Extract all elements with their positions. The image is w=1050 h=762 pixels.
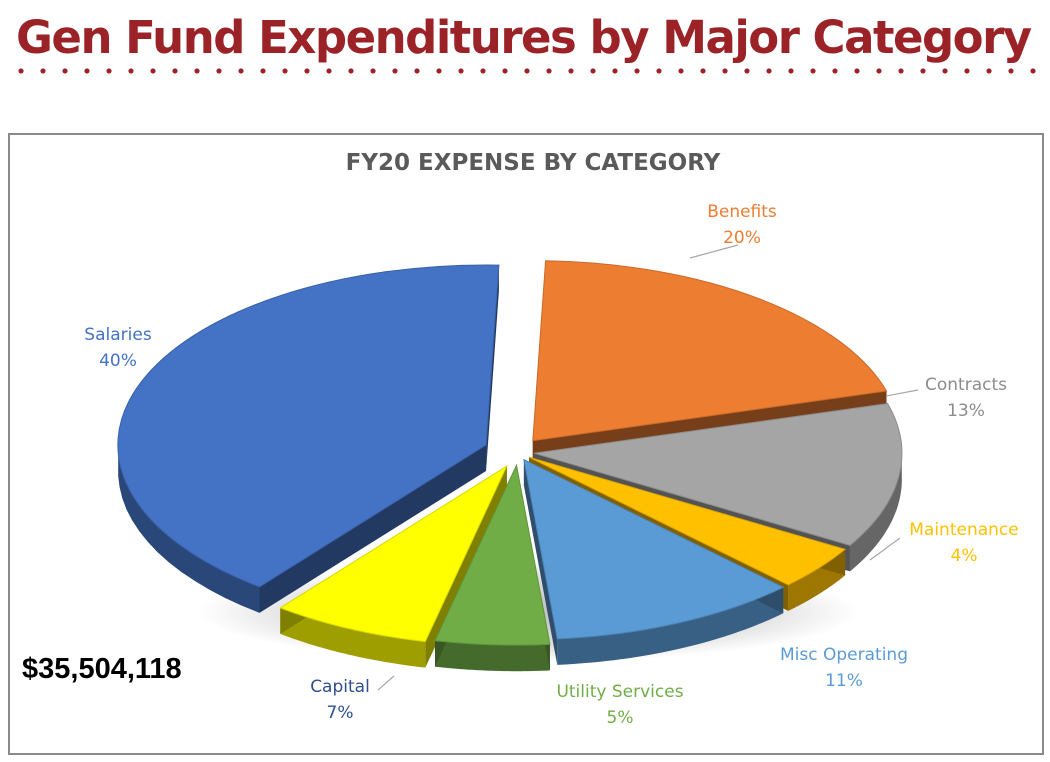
pie-side-utility-services: [435, 640, 550, 672]
slice-value-utility-services: 5%: [607, 708, 634, 728]
slice-value-salaries: 40%: [99, 351, 137, 371]
slice-value-maintenance: 4%: [951, 546, 978, 566]
pie-wall-salaries-0: [259, 445, 487, 613]
slice-value-benefits: 20%: [723, 228, 761, 248]
slice-label-maintenance: Maintenance: [909, 520, 1018, 540]
pie-slice-contracts: [533, 403, 903, 546]
slice-label-benefits: Benefits: [707, 202, 777, 222]
slice-label-contracts: Contracts: [925, 375, 1007, 395]
pie-slice-salaries: [117, 264, 500, 588]
pie-wall-misc-operating-1: [523, 459, 558, 665]
pie-slice-maintenance: [528, 456, 847, 586]
slice-value-misc-operating: 11%: [825, 671, 863, 691]
pie-side-salaries: [118, 450, 260, 613]
leader-line-contracts: [885, 389, 919, 397]
leader-lines: [377, 244, 919, 691]
slice-label-utility-services: Utility Services: [556, 682, 683, 702]
pie-labels: Salaries 40% Benefits 20% Contracts 13% Mainte…: [84, 202, 1018, 728]
leader-line-capital: [377, 675, 395, 691]
pie-side-misc-operating: [557, 587, 784, 665]
chart-title: FY20 EXPENSE BY CATEGORY: [346, 150, 721, 176]
total-amount: $35,504,118: [22, 653, 182, 685]
page-title: Gen Fund Expenditures by Major Category: [16, 11, 1032, 64]
slice-value-contracts: 13%: [947, 401, 985, 421]
pie-side-capital: [280, 607, 426, 668]
pie-side-contracts: [850, 450, 902, 572]
leader-line-maintenance: [869, 537, 901, 561]
pie-slice-capital: [279, 464, 508, 643]
pie-slice-misc-operating: [523, 458, 785, 640]
pie-slice-benefits: [532, 260, 888, 442]
slice-value-capital: 7%: [327, 703, 354, 723]
title-dotted-divider: [10, 68, 1050, 74]
slice-label-misc-operating: Misc Operating: [780, 645, 908, 665]
pie-tops: [117, 260, 903, 646]
pie-slice-utility-services: [434, 463, 551, 646]
slice-label-capital: Capital: [310, 677, 370, 697]
slice-label-salaries: Salaries: [84, 325, 152, 345]
leader-line-benefits: [689, 244, 739, 259]
